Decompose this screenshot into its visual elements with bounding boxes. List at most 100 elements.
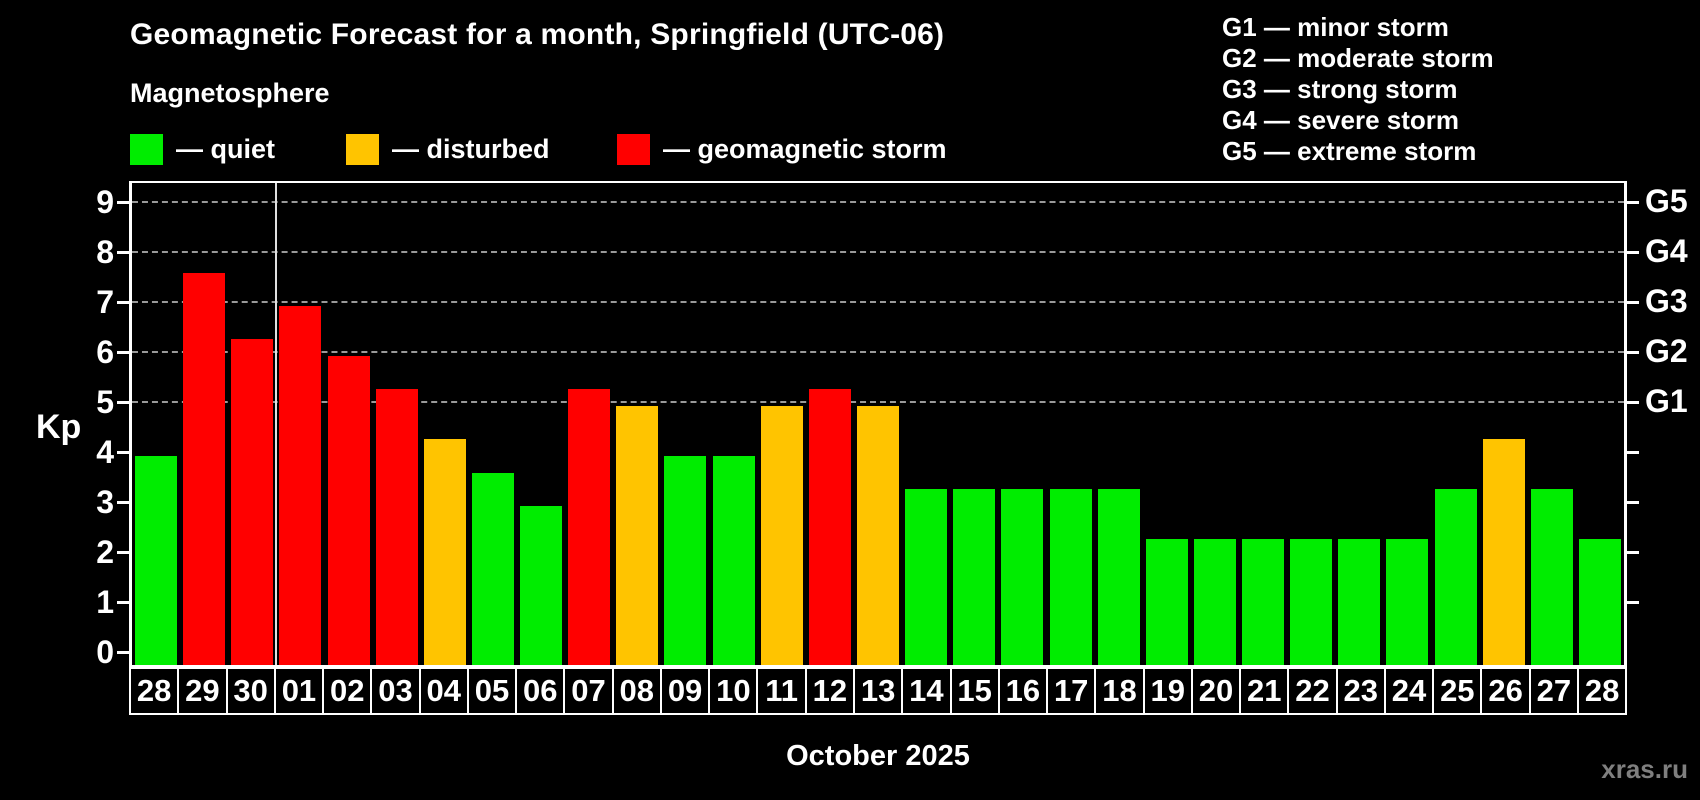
y-tick-label-3: 3 [96, 484, 114, 520]
right-tick-6 [1627, 351, 1639, 354]
right-tick-5 [1627, 401, 1639, 404]
kp-bar-day-04 [423, 439, 466, 665]
kp-bar-day-29 [183, 272, 226, 665]
day-label-29-prev-month: 29 [177, 667, 228, 715]
gridline-kp-5 [132, 401, 1624, 403]
day-label-01: 01 [273, 667, 325, 715]
g-scale-legend: G1 — minor storm G2 — moderate storm G3 … [1222, 12, 1494, 167]
right-tick-9 [1627, 201, 1639, 204]
legend-item-quiet: — quiet [130, 132, 275, 166]
plot-area [132, 183, 1624, 665]
day-label-30-prev-month: 30 [225, 667, 276, 715]
y-axis-line [129, 181, 132, 668]
day-label-05: 05 [466, 667, 518, 715]
kp-bar-day-03 [375, 389, 418, 665]
day-label-04: 04 [418, 667, 469, 715]
right-tick-4 [1627, 451, 1639, 454]
day-label-11: 11 [756, 667, 807, 715]
y-tick-8 [117, 251, 129, 254]
kp-bar-day-21 [1242, 539, 1285, 665]
kp-bar-day-25 [1434, 489, 1477, 665]
kp-bar-day-28 [135, 455, 178, 665]
day-label-07: 07 [563, 667, 614, 715]
day-label-19: 19 [1142, 667, 1193, 715]
kp-bar-day-22 [1290, 539, 1333, 665]
quiet-color-swatch [130, 133, 163, 165]
kp-bar-day-12 [808, 389, 851, 665]
legend-disturbed-label: — disturbed [392, 133, 550, 164]
kp-bar-day-27 [1530, 489, 1573, 665]
day-label-26: 26 [1480, 667, 1531, 715]
day-label-09: 09 [659, 667, 711, 715]
y-tick-4 [117, 451, 129, 454]
chart-title: Geomagnetic Forecast for a month, Spring… [130, 18, 945, 51]
kp-bar-day-23 [1338, 539, 1381, 665]
day-label-23: 23 [1335, 667, 1386, 715]
day-label-08: 08 [611, 667, 662, 715]
y-tick-7 [117, 301, 129, 304]
y-tick-label-2: 2 [96, 534, 114, 570]
day-label-17: 17 [1046, 667, 1097, 715]
y-axis-title: Kp [36, 408, 82, 446]
day-label-24: 24 [1383, 667, 1435, 715]
y-tick-1 [117, 601, 129, 604]
right-tick-8 [1627, 251, 1639, 254]
day-label-03: 03 [370, 667, 421, 715]
day-label-25: 25 [1432, 667, 1483, 715]
day-label-12: 12 [804, 667, 855, 715]
watermark: xras.ru [1601, 754, 1688, 784]
y-tick-0 [117, 651, 129, 654]
y-tick-label-4: 4 [96, 434, 114, 470]
g-scale-label-g3: G3 [1645, 283, 1688, 319]
chart-subtitle: Magnetosphere [130, 78, 330, 108]
day-label-16: 16 [997, 667, 1049, 715]
storm-color-swatch [617, 133, 650, 165]
g2-legend-line: G2 — moderate storm [1222, 43, 1494, 73]
right-tick-7 [1627, 301, 1639, 304]
day-label-18: 18 [1094, 667, 1145, 715]
day-label-15: 15 [949, 667, 1000, 715]
kp-bar-day-09 [664, 455, 707, 665]
plot-top-border [129, 181, 1627, 183]
legend-item-storm: — geomagnetic storm [617, 132, 947, 166]
day-label-10: 10 [708, 667, 759, 715]
kp-bar-day-02 [327, 355, 370, 665]
kp-bar-day-28 [1578, 539, 1621, 665]
g-scale-label-g1: G1 [1645, 383, 1688, 419]
legend-quiet-label: — quiet [176, 133, 275, 164]
right-tick-1 [1627, 601, 1639, 604]
y-tick-label-1: 1 [96, 584, 114, 620]
month-separator-line [275, 183, 277, 665]
g-scale-label-g2: G2 [1645, 333, 1688, 369]
y-tick-3 [117, 501, 129, 504]
kp-bar-day-14 [905, 489, 948, 665]
day-label-14: 14 [901, 667, 952, 715]
g4-legend-line: G4 — severe storm [1222, 105, 1460, 135]
kp-bar-day-16 [1001, 489, 1044, 665]
y-tick-label-8: 8 [96, 234, 114, 270]
day-label-27: 27 [1528, 667, 1579, 715]
kp-bar-day-20 [1193, 539, 1236, 665]
y-tick-label-9: 9 [96, 184, 114, 220]
kp-bar-day-05 [471, 472, 514, 665]
disturbed-color-swatch [346, 133, 379, 165]
gridline-kp-9 [132, 201, 1624, 203]
kp-bar-day-07 [568, 389, 611, 665]
day-labels-row: 28 29 30 01 02 03 04 05 06 07 08 09 10 11 12 13 14 15 16 17… [129, 667, 1628, 715]
y-tick-2 [117, 551, 129, 554]
kp-bar-day-19 [1145, 539, 1188, 665]
gridline-kp-7 [132, 301, 1624, 303]
g5-legend-line: G5 — extreme storm [1222, 136, 1477, 166]
day-label-06: 06 [515, 667, 566, 715]
kp-bar-day-26 [1482, 439, 1525, 665]
y-tick-label-7: 7 [96, 284, 114, 320]
day-label-02: 02 [322, 667, 373, 715]
x-axis-title: October 2025 [786, 740, 970, 772]
g3-legend-line: G3 — strong storm [1222, 74, 1458, 104]
y-tick-9 [117, 201, 129, 204]
day-label-21: 21 [1239, 667, 1290, 715]
y-tick-label-5: 5 [96, 384, 114, 420]
day-label-13: 13 [852, 667, 904, 715]
right-tick-3 [1627, 501, 1639, 504]
day-label-20: 20 [1190, 667, 1242, 715]
